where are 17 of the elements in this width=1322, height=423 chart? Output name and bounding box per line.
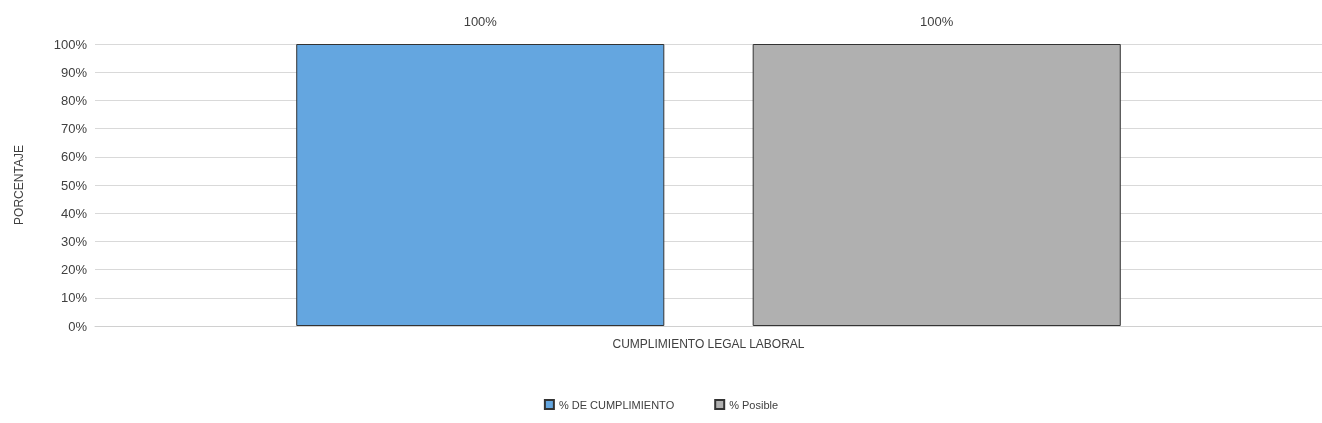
y-tick-label: 20%: [60, 262, 88, 278]
x-tick-label: CUMPLIMIENTO LEGAL LABORAL: [612, 337, 805, 351]
data-label: 100%: [463, 14, 498, 29]
y-tick-label: 70%: [60, 121, 88, 137]
y-tick-label: 80%: [60, 92, 88, 108]
y-tick-label: 30%: [60, 233, 88, 249]
y-tick-label: 100%: [53, 36, 88, 52]
y-axis-title: PORCENTAJE: [12, 145, 26, 225]
y-tick-label: 60%: [60, 149, 88, 165]
legend-label: % Posible: [729, 398, 779, 411]
legend-label: % DE CUMPLIMIENTO: [558, 398, 675, 411]
y-tick-label: 0%: [68, 318, 88, 334]
y-tick-label: 50%: [60, 177, 88, 193]
data-label: 100%: [920, 14, 954, 29]
y-tick-label: 40%: [60, 205, 88, 221]
y-tick-label: 10%: [60, 290, 88, 306]
y-tick-label: 90%: [60, 64, 88, 80]
